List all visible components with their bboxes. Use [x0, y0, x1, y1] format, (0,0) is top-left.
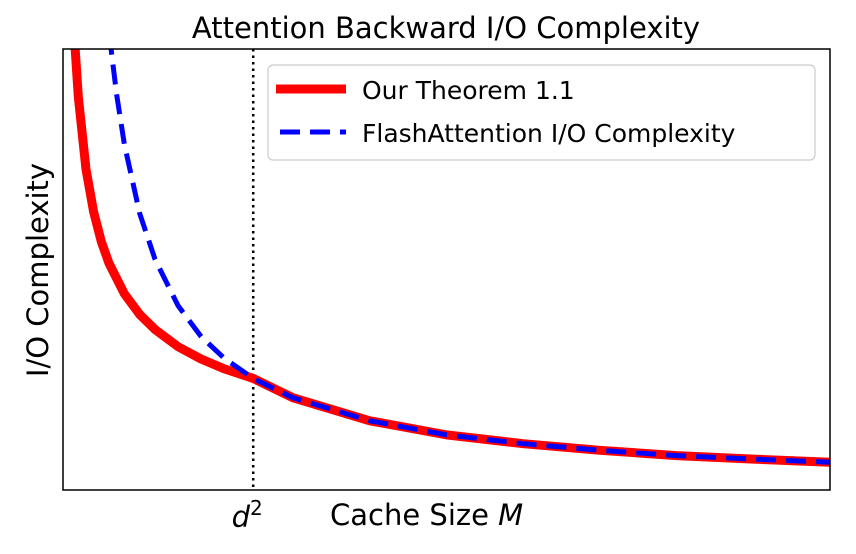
- legend-label-flashattention: FlashAttention I/O Complexity: [362, 119, 736, 148]
- x-axis-label-var: M: [498, 498, 523, 532]
- legend-box: [267, 64, 816, 161]
- legend-label-our-theorem: Our Theorem 1.1: [362, 76, 575, 105]
- x-tick-label-d2: d2: [232, 496, 263, 534]
- plot-frame: [62, 48, 831, 491]
- y-axis-label: I/O Complexity: [21, 163, 55, 377]
- x-axis-label: Cache Size M: [330, 498, 523, 532]
- x-tick-base: d: [232, 500, 251, 534]
- x-axis-label-text: Cache Size: [330, 498, 498, 532]
- legend: Our Theorem 1.1 FlashAttention I/O Compl…: [267, 64, 816, 161]
- x-tick-exponent: 2: [250, 496, 263, 520]
- series-line-flashattention: [108, 49, 830, 465]
- chart-title: Attention Backward I/O Complexity: [192, 11, 700, 45]
